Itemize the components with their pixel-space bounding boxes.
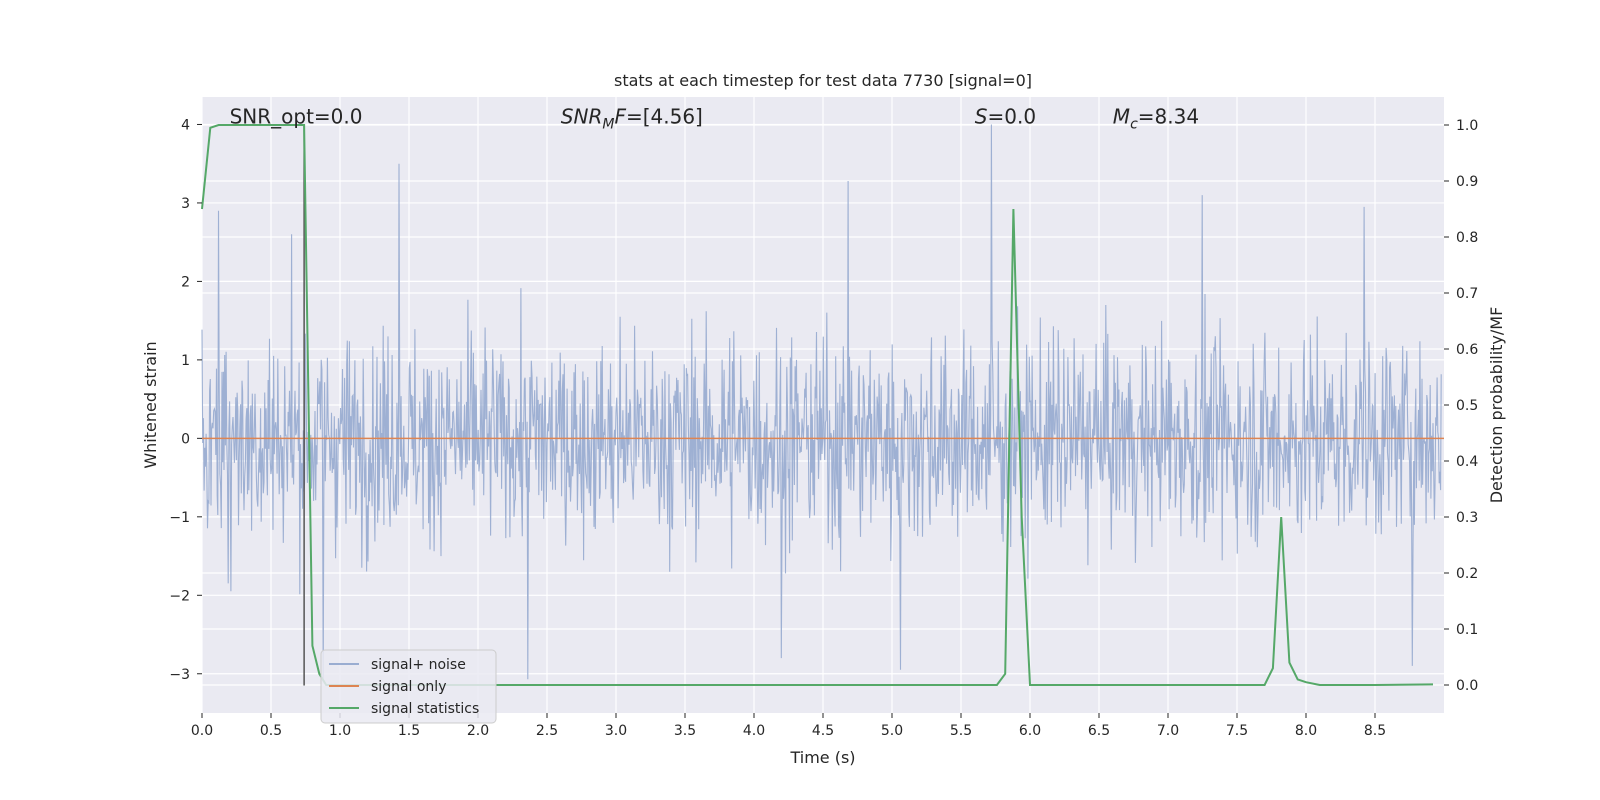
x-axis-label: Time (s): [789, 748, 855, 767]
y2-tick-label-4: 0.4: [1456, 454, 1478, 470]
right-axis: 0.0 0.1 0.2 0.3 0.4 0.5 0.6 0.7 0.8 0.9 1.0: [1444, 118, 1478, 694]
annotation-3: Mc=8.34: [1113, 105, 1199, 133]
y-tick-label-6: 3: [181, 196, 190, 212]
y2-tick-label-3: 0.3: [1456, 510, 1478, 526]
annotations: SNR_opt=0.0 SNRMF=[4.56] S=0.0 Mc=8.34: [230, 105, 1199, 133]
x-tick-label-0: 0.0: [191, 723, 213, 739]
x-tick-label-9: 4.5: [812, 723, 834, 739]
y2-tick-label-1: 0.1: [1456, 622, 1478, 638]
x-tick-label-13: 6.5: [1088, 723, 1110, 739]
y2-axis-label: Detection probability/MF: [1487, 307, 1506, 504]
series-signal-statistics: [201, 124, 1434, 686]
y2-tick-label-8: 0.8: [1456, 230, 1478, 246]
left-axis: −3 −2 −1 0 1 2 3 4: [169, 117, 202, 683]
x-tick-label-2: 1.0: [329, 723, 351, 739]
x-tick-label-8: 4.0: [743, 723, 765, 739]
y2-tick-label-2: 0.2: [1456, 566, 1478, 582]
y-tick-label-5: 2: [181, 274, 190, 290]
y2-tick-label-5: 0.5: [1456, 398, 1478, 414]
y-tick-label-2: −1: [169, 510, 190, 526]
x-tick-label-4: 2.0: [467, 723, 489, 739]
x-tick-label-16: 8.0: [1295, 723, 1317, 739]
y-tick-label-7: 4: [181, 117, 190, 133]
y-tick-label-4: 1: [181, 353, 190, 369]
y2-tick-label-0: 0.0: [1456, 678, 1478, 694]
x-tick-label-1: 0.5: [260, 723, 282, 739]
annotation-0: SNR_opt=0.0: [230, 105, 363, 129]
y2-tick-label-6: 0.6: [1456, 342, 1478, 358]
x-tick-label-15: 7.5: [1226, 723, 1248, 739]
legend-label-signal-statistics: signal statistics: [371, 701, 479, 717]
x-tick-label-12: 6.0: [1019, 723, 1041, 739]
series-signal-noise: [201, 124, 1442, 682]
y2-tick-label-9: 0.9: [1456, 174, 1478, 190]
chart-title: stats at each timestep for test data 773…: [614, 71, 1032, 90]
legend-label-signal-noise: signal+ noise: [371, 657, 466, 673]
x-tick-label-5: 2.5: [536, 723, 558, 739]
y2-tick-label-10: 1.0: [1456, 118, 1478, 134]
y2-tick-label-7: 0.7: [1456, 286, 1478, 302]
x-tick-label-6: 3.0: [605, 723, 627, 739]
annotation-2: S=0.0: [975, 105, 1036, 129]
x-tick-label-10: 5.0: [881, 723, 903, 739]
x-tick-label-14: 7.0: [1157, 723, 1179, 739]
x-tick-label-7: 3.5: [674, 723, 696, 739]
legend: signal+ noise signal only signal statist…: [320, 649, 497, 724]
legend-box: [320, 649, 497, 724]
x-tick-label-3: 1.5: [398, 723, 420, 739]
annotation-1: SNRMF=[4.56]: [561, 105, 703, 133]
x-tick-label-17: 8.5: [1364, 723, 1386, 739]
y-tick-label-3: 0: [181, 431, 190, 447]
y-tick-label-1: −2: [169, 588, 190, 604]
y-axis-label: Whitened strain: [141, 341, 160, 468]
legend-label-signal-only: signal only: [371, 679, 446, 695]
x-tick-label-11: 5.5: [950, 723, 972, 739]
x-axis: 0.0 0.5 1.0 1.5 2.0 2.5 3.0 3.5 4.0 4.5 5.0 5.5 6.0 6…: [191, 713, 1386, 739]
y-tick-label-0: −3: [169, 667, 190, 683]
series-layer: [201, 124, 1444, 686]
